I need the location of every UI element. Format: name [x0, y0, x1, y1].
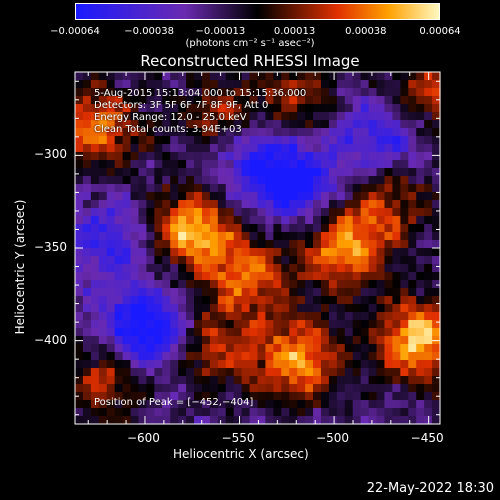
colorbar-tick-label: −0.00013	[195, 26, 246, 37]
y-axis-label: Heliocentric Y (arcsec)	[13, 199, 27, 335]
info-detectors: Detectors: 3F 5F 6F 7F 8F 9F, Att 0	[94, 100, 269, 111]
x-tick-label: −450	[410, 431, 444, 445]
y-tick-label: −300	[34, 147, 67, 162]
chart-title: Reconstructed RHESSI Image	[140, 52, 360, 70]
x-axis-label: Heliocentric X (arcsec)	[173, 447, 309, 461]
y-tick-label: −400	[34, 332, 67, 347]
colorbar-tick-label: 0.00064	[419, 26, 461, 37]
info-time-range: 5-Aug-2015 15:13:04.000 to 15:15:36.000	[94, 88, 307, 99]
colorbar-unit: (photons cm⁻² s⁻¹ asec⁻²)	[185, 38, 315, 49]
heatmap-cells	[75, 72, 441, 425]
y-tick-label: −350	[34, 240, 67, 254]
x-tick-label: −500	[316, 431, 350, 445]
x-tick-label: −600	[126, 431, 160, 445]
peak-position-label: Position of Peak = [−452,−404]	[94, 397, 254, 408]
footer-date: 22-May-2022 18:30	[366, 481, 494, 496]
x-tick-label: −550	[221, 431, 255, 445]
colorbar-tick-label: 0.00038	[345, 26, 387, 37]
info-algorithm: Clean Total counts: 3.94E+03	[94, 124, 242, 135]
colorbar-tick-label: −0.00038	[124, 26, 175, 37]
colorbar	[75, 3, 440, 20]
colorbar-tick-label: −0.00064	[50, 26, 100, 37]
info-energy-range: Energy Range: 12.0 - 25.0 keV	[94, 112, 247, 123]
colorbar-tick-label: 0.00013	[273, 26, 316, 37]
